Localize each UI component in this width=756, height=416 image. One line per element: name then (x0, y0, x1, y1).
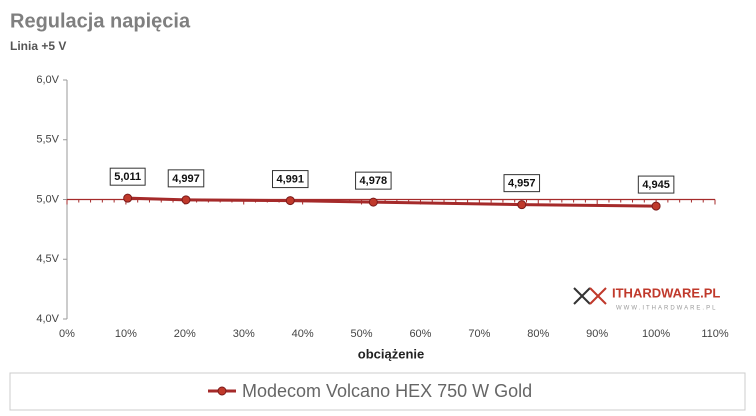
data-point (517, 200, 527, 210)
x-tick-label: 10% (115, 328, 137, 340)
data-point (123, 193, 133, 203)
legend-box (9, 372, 746, 411)
data-label: 5,011 (109, 167, 146, 186)
x-axis-label: obciążenie (358, 346, 424, 361)
data-label: 4,957 (503, 174, 541, 193)
data-label: 4,991 (271, 170, 309, 189)
data-label: 4,978 (355, 171, 392, 190)
x-tick-label: 70% (468, 328, 490, 340)
data-label-box (637, 175, 675, 194)
chart-title: Regulacja napięcia (10, 10, 191, 32)
legend-marker (217, 386, 227, 396)
data-label-box (355, 171, 392, 190)
chart-subtitle: Linia +5 V (10, 39, 66, 53)
x-tick-label: 60% (409, 328, 431, 340)
data-label-text: 5,011 (114, 171, 141, 183)
x-tick-label: 20% (174, 328, 196, 340)
data-label-box (109, 167, 146, 186)
data-label-box (503, 174, 541, 193)
data-label-text: 4,978 (360, 175, 388, 187)
x-tick-label: 110% (701, 328, 729, 340)
data-point (285, 196, 295, 206)
logo: ITHARDWARE.PL WWW.ITHARDWARE.PL (573, 285, 720, 312)
data-label: 4,945 (637, 175, 675, 194)
x-tick-label: 100% (642, 328, 670, 340)
data-label-text: 4,997 (172, 173, 200, 185)
data-point (181, 195, 191, 205)
y-tick-label: 5,0V (36, 193, 59, 205)
legend-label: Modecom Volcano HEX 750 W Gold (242, 381, 532, 401)
watermark: ITHARDWARE.PL (612, 285, 720, 300)
data-label: 4,997 (167, 169, 205, 188)
y-tick-label: 5,5V (36, 134, 59, 146)
x-tick-label: 30% (233, 328, 255, 340)
watermark-url: WWW.ITHARDWARE.PL (616, 306, 717, 312)
data-point (368, 197, 378, 207)
data-label-text: 4,945 (642, 179, 670, 191)
x-tick-label: 90% (586, 328, 608, 340)
data-point (651, 201, 661, 211)
y-tick-label: 6,0V (36, 74, 59, 86)
data-label-box (167, 169, 205, 188)
data-label-box (271, 170, 309, 189)
x-tick-label: 40% (292, 328, 314, 340)
data-label-text: 4,957 (508, 178, 536, 190)
x-tick-label: 50% (351, 328, 373, 340)
y-tick-label: 4,5V (36, 253, 59, 265)
y-tick-label: 4,0V (36, 313, 59, 325)
data-label-text: 4,991 (276, 173, 304, 185)
series-line (127, 196, 657, 208)
x-tick-label: 0% (59, 328, 75, 340)
x-tick-label: 80% (527, 328, 549, 340)
